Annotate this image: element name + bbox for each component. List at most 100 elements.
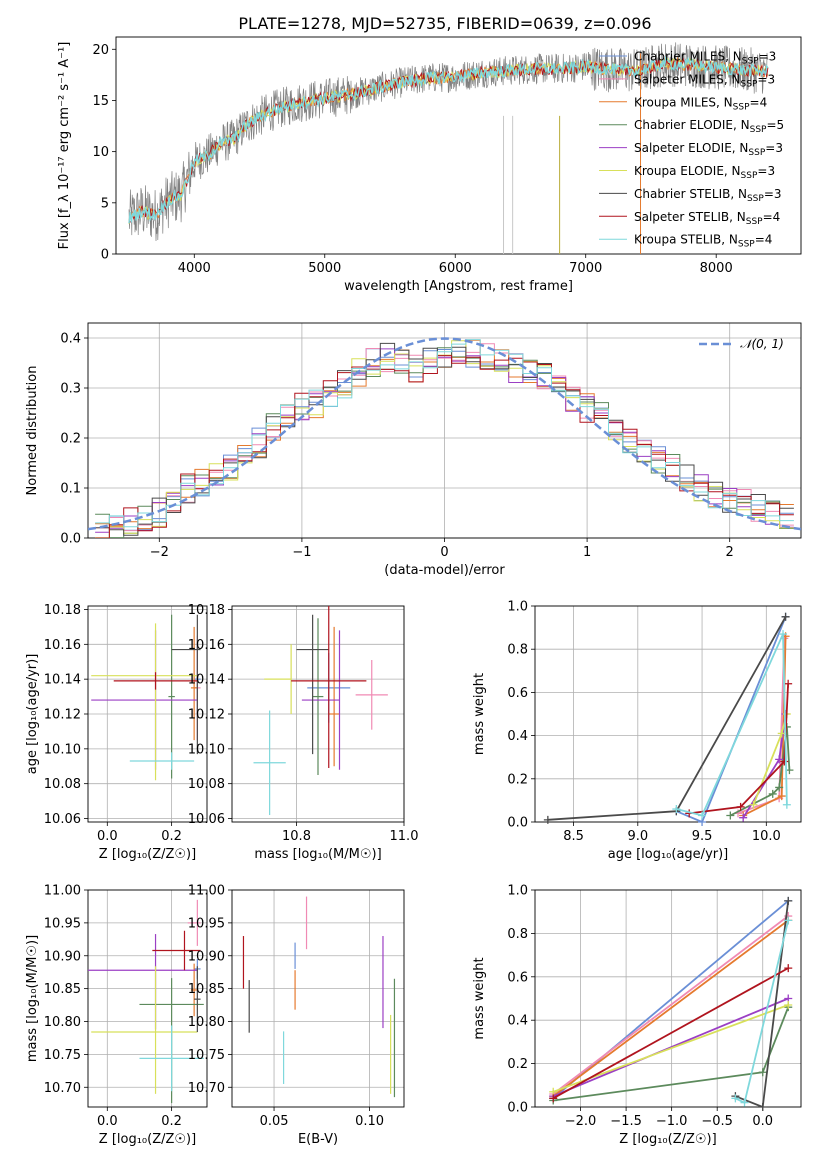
y-tick-label: 0 <box>101 248 109 263</box>
y-tick-label: 0.2 <box>507 772 528 787</box>
y-tick-label: 0.0 <box>507 1101 528 1116</box>
y-tick-label: 10.10 <box>188 742 225 757</box>
axes-frame <box>534 889 802 1108</box>
y-tick-label: 10.70 <box>188 1081 225 1096</box>
mass-weight-point <box>726 811 735 820</box>
y-tick-label: 10.90 <box>44 949 81 964</box>
x-axis-label: Z [log₁₀(Z/Z☉)] <box>99 1132 196 1147</box>
y-tick-label: 5 <box>101 196 109 211</box>
y-tick-label: 11.00 <box>188 884 225 899</box>
figure-title: PLATE=1278, MJD=52735, FIBERID=0639, z=0… <box>238 14 651 33</box>
legend-entry: 𝒩(0, 1) <box>740 337 784 351</box>
mass-weight-point <box>672 805 681 814</box>
x-tick-label: 6000 <box>439 261 472 276</box>
mass-weight-point <box>784 1001 793 1010</box>
y-tick-label: 1.0 <box>507 884 528 899</box>
x-tick-label: −2.0 <box>565 1114 597 1129</box>
y-tick-label: 11.00 <box>44 884 81 899</box>
mass-weight-point <box>784 916 793 925</box>
mass-weight-point <box>736 802 745 811</box>
legend-entry: Salpeter MILES, NSSP=3 <box>634 72 775 89</box>
y-tick-label: 10.75 <box>188 1048 225 1063</box>
y-tick-label: 10.06 <box>44 812 81 827</box>
axes-frame <box>87 605 208 823</box>
mass-weight-vs-age-panel: 8.5 9.0 9.5 10.0 0.0 0.2 0.4 0.6 0.8 1.0 age [log₁… <box>472 600 802 862</box>
mass-weight-line <box>735 900 790 1107</box>
x-tick-label: 0.0 <box>752 1114 773 1129</box>
y-axis-label: mass weight <box>472 673 487 755</box>
y-tick-label: 0.2 <box>60 432 81 447</box>
y-tick-label: 10.14 <box>44 673 81 688</box>
histogram-step-line <box>95 355 794 538</box>
x-tick-label: 1 <box>583 545 591 560</box>
y-tick-label: 10.70 <box>44 1081 81 1096</box>
mass-weight-line <box>689 683 789 815</box>
mass-weight-line <box>552 967 789 1100</box>
y-tick-label: 10.85 <box>44 982 81 997</box>
x-axis-label: wavelength [Angstrom, rest frame] <box>344 279 573 294</box>
x-tick-label: 4000 <box>178 261 211 276</box>
x-tick-label: 2 <box>726 545 734 560</box>
y-tick-label: 0.4 <box>60 332 81 347</box>
mass-weight-point <box>780 757 789 766</box>
y-axis-label: Flux [f_λ 10⁻¹⁷ erg cm⁻² s⁻¹ A⁻¹] <box>57 42 72 250</box>
x-tick-label: −2 <box>150 545 169 560</box>
y-axis-label: mass [log₁₀(M/M☉)] <box>25 935 40 1062</box>
mass-weight-point <box>782 800 791 809</box>
x-tick-label: 9.0 <box>627 829 648 844</box>
x-tick-label: 7000 <box>569 261 602 276</box>
y-tick-label: 0.2 <box>507 1057 528 1072</box>
y-tick-label: 0.6 <box>507 686 528 701</box>
model-fit-line <box>128 56 769 224</box>
histogram-step-line <box>95 343 794 532</box>
legend-entry: Salpeter ELODIE, NSSP=3 <box>634 141 783 158</box>
y-tick-label: 0.8 <box>507 643 528 658</box>
mass-weight-point <box>758 1103 767 1111</box>
legend-entry: Kroupa MILES, NSSP=4 <box>634 95 767 112</box>
x-axis-label: Z [log₁₀(Z/Z☉)] <box>99 847 196 862</box>
y-tick-label: 10.75 <box>44 1048 81 1063</box>
spectrum-legend: Chabrier MILES, NSSP=3 Salpeter MILES, NS… <box>599 50 784 250</box>
axes-frame <box>87 322 802 539</box>
x-axis-label: Z [log₁₀(Z/Z☉)] <box>619 1132 716 1147</box>
x-tick-label: 0.0 <box>97 829 118 844</box>
y-tick-label: 15 <box>92 94 109 109</box>
x-tick-label: 9.5 <box>692 829 713 844</box>
spectrum-panel: 4000 5000 6000 7000 8000 0 5 10 15 20 wavelength [… <box>57 36 802 294</box>
mass-weight-point <box>784 679 793 688</box>
legend-entry: Chabrier ELODIE, NSSP=5 <box>634 118 784 135</box>
normal-reference-curve <box>88 337 801 531</box>
y-tick-label: 10.08 <box>188 777 225 792</box>
histogram-step-line <box>95 347 794 538</box>
legend-entry: Kroupa ELODIE, NSSP=3 <box>634 164 775 181</box>
x-tick-label: −1.0 <box>656 1114 688 1129</box>
mass-weight-point <box>768 789 777 798</box>
y-tick-label: 0.0 <box>507 816 528 831</box>
y-axis-label: mass weight <box>472 957 487 1039</box>
mass-weight-point <box>777 792 786 801</box>
mass-vs-z-panel: 0.0 0.2 10.70 10.75 10.80 10.85 10.90 10.95 11.0… <box>25 884 208 1147</box>
mass-weight-line <box>552 997 789 1098</box>
x-tick-label: 0.2 <box>161 829 182 844</box>
y-tick-label: 10.16 <box>44 638 81 653</box>
mass-weight-point <box>698 811 707 820</box>
x-tick-label: 10.8 <box>282 829 311 844</box>
x-tick-label: 0.2 <box>161 1114 182 1129</box>
y-tick-label: 0.3 <box>60 382 81 397</box>
age-vs-z-panel: 0.0 0.2 10.06 10.08 10.10 10.12 10.14 10.16 10.1… <box>25 603 208 862</box>
y-tick-label: 10.12 <box>44 708 81 723</box>
x-tick-label: −1 <box>292 545 311 560</box>
y-axis-label: age [log₁₀(age/yr)] <box>25 654 40 775</box>
age-vs-mass-panel: 10.8 11.0 10.06 10.08 10.10 10.12 10.14 10.16 10… <box>188 603 419 862</box>
y-tick-label: 0.4 <box>507 1014 528 1029</box>
x-tick-label: 8000 <box>700 261 733 276</box>
mass-weight-line <box>676 616 787 822</box>
mass-vs-ebv-panel: 0.05 0.10 10.70 10.75 10.80 10.85 10.90 10.95 11… <box>188 884 405 1147</box>
y-tick-label: 20 <box>92 43 109 58</box>
y-tick-label: 0.1 <box>60 482 81 497</box>
mass-weight-line <box>552 915 789 1095</box>
y-tick-label: 10.18 <box>44 603 81 618</box>
mass-weight-point <box>781 612 790 621</box>
histogram-step-line <box>95 339 794 528</box>
